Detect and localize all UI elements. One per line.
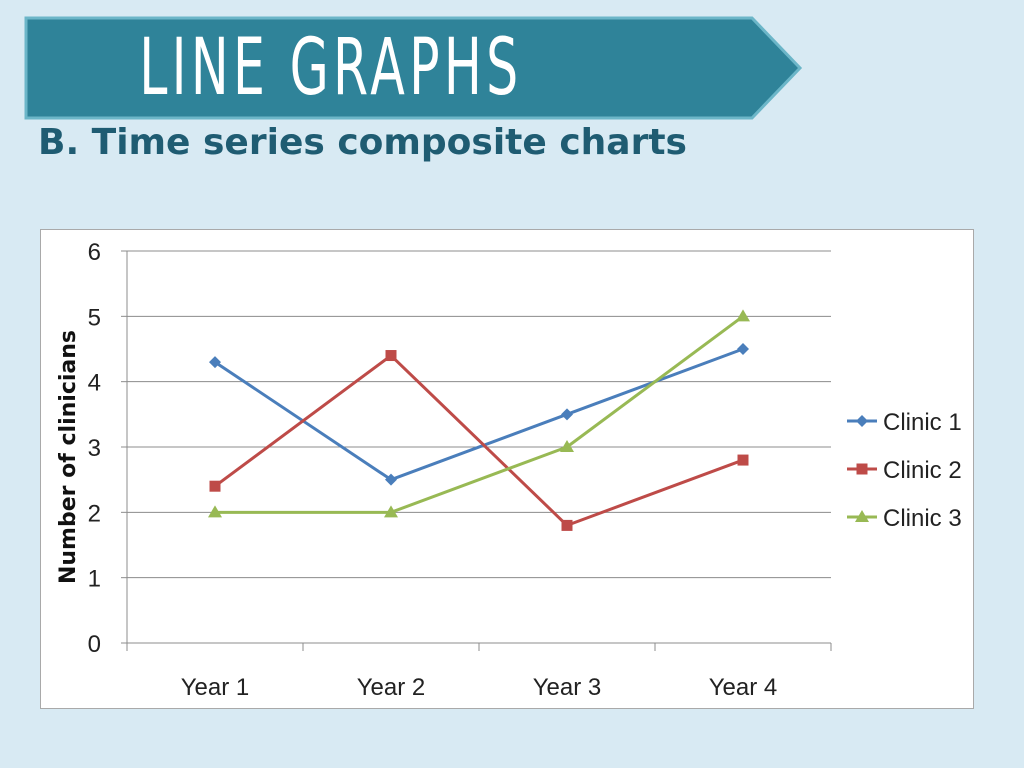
y-tick-label: 4 [88,370,101,397]
legend-marker [856,463,868,475]
y-axis-title: Number of clinicians [56,330,81,584]
legend-item: Clinic 1 [847,409,962,436]
data-point [209,356,221,369]
series-line [214,347,744,482]
data-point [737,343,749,355]
y-tick-label: 6 [88,239,101,266]
y-tick-label: 3 [88,435,101,462]
data-point [208,505,222,518]
legend: Clinic 1 Clinic 2 Clinic 3 [847,409,962,532]
legend-marker [855,510,869,522]
data-point [561,519,573,531]
axes: 0 1 2 3 4 5 6 Year 1 Year 2 Year 3 Year 4 [88,239,832,701]
x-tick-label: Year 3 [533,674,602,701]
banner-title: LINE GRAPHS [139,23,523,113]
legend-item: Clinic 2 [847,457,962,484]
x-tick-label: Year 1 [181,674,250,701]
legend-marker [856,415,868,427]
data-point [736,309,750,322]
x-tick-label: Year 4 [709,674,778,701]
series-clinic-3 [208,309,750,518]
title-banner: LINE GRAPHS [24,16,804,120]
y-tick-label: 0 [88,631,101,658]
x-tick-label: Year 2 [357,674,426,701]
legend-label: Clinic 1 [883,409,962,436]
line-chart: 0 1 2 3 4 5 6 Year 1 Year 2 Year 3 Year 4 Clinic 1… [40,229,974,709]
data-point [385,350,397,362]
legend-label: Clinic 3 [883,505,962,532]
y-tick-label: 1 [88,566,101,593]
y-tick-label: 2 [88,500,101,527]
data-point [560,440,574,452]
gridlines [127,250,831,579]
legend-item: Clinic 3 [847,505,962,532]
data-point [737,454,749,466]
chart-canvas: 0 1 2 3 4 5 6 Year 1 Year 2 Year 3 Year 4 Clinic 1… [56,239,962,701]
page-subtitle: B. Time series composite charts [38,122,687,163]
banner-arrow-shape [24,16,803,120]
legend-label: Clinic 2 [883,457,962,484]
data-point [384,505,398,518]
series-line [215,315,744,514]
series-clinic-2 [209,350,749,531]
series-line [214,354,744,527]
data-point [385,473,397,486]
data-point [209,480,221,492]
y-tick-label: 5 [88,304,101,331]
series-lines [208,309,750,531]
data-point [561,408,573,421]
series-clinic-1 [209,343,749,486]
